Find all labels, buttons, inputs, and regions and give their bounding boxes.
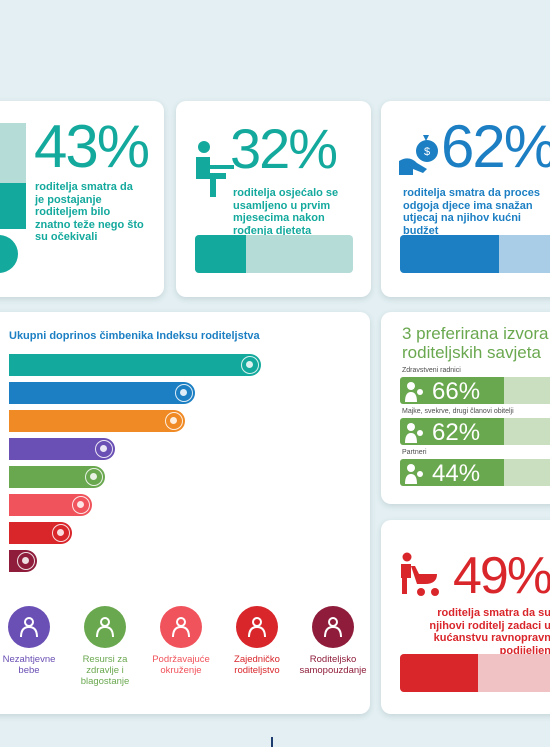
stat-card-32: 32% roditelja osjećalo se usamljeno u pr… (176, 101, 371, 297)
source-label: Majke, svekrve, drugi članovi obitelji (402, 408, 514, 415)
support-icon (160, 606, 202, 648)
source-bar-rest (504, 459, 550, 486)
factor-bar (9, 354, 261, 376)
source-value: 66% (432, 378, 481, 405)
stat-card-43: 43% roditelja smatra da je postajanje ro… (0, 101, 164, 297)
legend-item: Roditeljsko samopouzdanje (298, 606, 368, 676)
progress-bar (400, 235, 550, 273)
legend-item: Zajedničko roditeljstvo (222, 606, 292, 676)
legend-label: Roditeljsko samopouzdanje (299, 654, 367, 676)
stat-value: 43% (34, 113, 150, 180)
factor-bar (9, 550, 37, 572)
source-value: 44% (432, 460, 481, 487)
source-row: 62% (400, 418, 550, 446)
svg-text:$: $ (424, 146, 430, 158)
source-bar (400, 459, 504, 486)
hands-icon (84, 606, 126, 648)
stat-value: 62% (441, 113, 550, 180)
confidence-icon (312, 606, 354, 648)
factor-bar-icon (72, 496, 90, 514)
stat-value: 49% (453, 547, 550, 605)
stat-description: roditelja smatra da je postajanje rodite… (35, 181, 144, 243)
lonely-parent-icon (196, 141, 234, 197)
factor-bar-icon (17, 552, 35, 570)
factor-bar-icon (85, 468, 103, 486)
stat-description: roditelja smatra da proces odgoja djece … (403, 187, 540, 237)
factor-bar (9, 382, 195, 404)
bottom-tick (271, 737, 273, 747)
source-bar-rest (504, 377, 550, 404)
progress-fill (195, 235, 246, 273)
legend-item: Resursi za zdravlje i blagostanje (70, 606, 140, 687)
stat-description: roditelja smatra da su njihovi roditelj … (429, 607, 550, 657)
factor-bar (9, 494, 92, 516)
factor-contribution-card: Ukupni doprinos čimbenika Indeksu rodite… (0, 312, 370, 714)
partner-icon (405, 464, 423, 484)
stat-value: 32% (230, 117, 338, 180)
nurse-icon (405, 382, 423, 402)
legend-label: Zajedničko roditeljstvo (234, 654, 280, 676)
factor-bar-icon (241, 356, 259, 374)
source-bar (400, 418, 504, 445)
progress-bar (195, 235, 353, 273)
source-label: Zdravstveni radnici (402, 367, 461, 374)
legend-item: Nezahtjevne bebe (0, 606, 64, 676)
factor-bar-icon (95, 440, 113, 458)
stat-card-49: 49% roditelja smatra da su njihovi rodit… (381, 520, 550, 714)
factor-bar-icon (52, 524, 70, 542)
legend-label: Nezahtjevne bebe (2, 654, 56, 676)
progress-fill (400, 654, 479, 692)
factor-bar (9, 522, 72, 544)
stroller-icon (401, 552, 439, 596)
money-bag-icon: $ (399, 135, 438, 175)
factor-bar (9, 466, 105, 488)
source-row: 66% (400, 377, 550, 405)
family-icon (405, 423, 423, 443)
factor-bar-icon (165, 412, 183, 430)
baby-icon (8, 606, 50, 648)
legend-label: Resursi za zdravlje i blagostanje (80, 654, 130, 687)
stat-bar-dark (0, 183, 26, 229)
circle-icon (0, 235, 18, 273)
source-row: 44% (400, 459, 550, 487)
source-bar (400, 377, 504, 404)
progress-bar (400, 654, 550, 692)
legend-label: Podržavajuće okruženje (152, 654, 210, 676)
factor-bar (9, 438, 115, 460)
stat-bar-light (0, 123, 26, 183)
legend-item: Podržavajuće okruženje (146, 606, 216, 676)
co-parent-icon (236, 606, 278, 648)
source-value: 62% (432, 419, 481, 446)
sources-title: 3 preferirana izvora roditeljskih savjet… (402, 324, 549, 362)
factor-bar (9, 410, 185, 432)
source-bar-rest (504, 418, 550, 445)
factor-bar-icon (175, 384, 193, 402)
section-title: Ukupni doprinos čimbenika Indeksu rodite… (9, 330, 260, 342)
stat-description: roditelja osjećalo se usamljeno u prvim … (233, 187, 339, 237)
source-label: Partneri (402, 449, 427, 456)
progress-fill (400, 235, 500, 273)
stat-card-62: $ 62% roditelja smatra da proces odgoja … (381, 101, 550, 297)
